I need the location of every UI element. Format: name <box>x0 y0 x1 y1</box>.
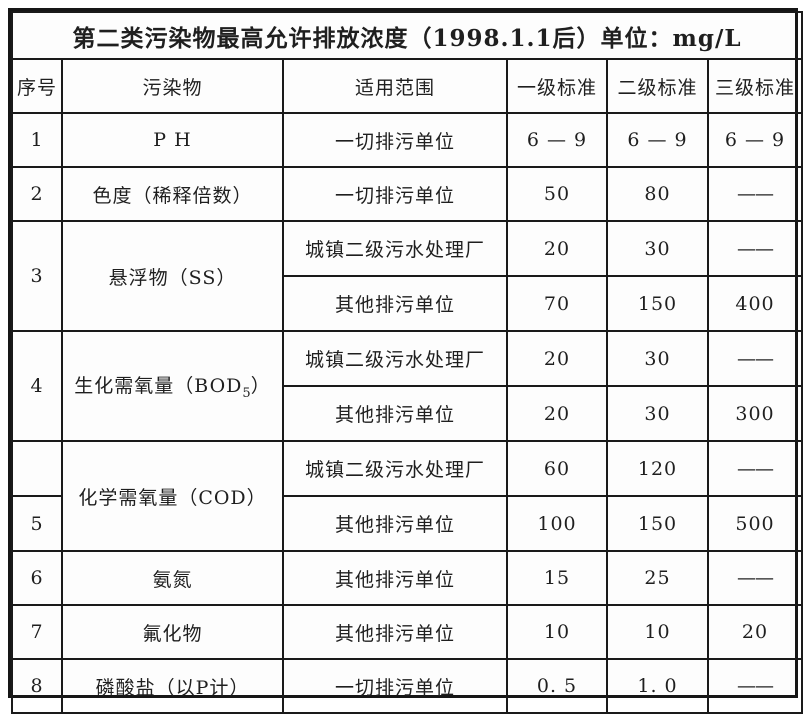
cell-no: 1 <box>11 112 63 168</box>
cell-grade2: 6 — 9 <box>606 112 709 168</box>
cell-grade2: 150 <box>606 495 709 552</box>
cell-grade1: 50 <box>506 166 608 222</box>
cell-grade1: 70 <box>506 275 608 332</box>
cell-grade3: —— <box>706 330 804 387</box>
cell-grade3: —— <box>706 440 804 497</box>
cell-no: 5 <box>11 495 63 552</box>
cell-grade2: 10 <box>606 604 709 660</box>
cell-grade3: —— <box>706 658 804 714</box>
cell-pollutant: 氨氮 <box>61 550 284 606</box>
cell-grade2: 30 <box>606 330 709 387</box>
header-scope: 适用范围 <box>282 58 508 114</box>
cell-no-empty <box>11 440 63 497</box>
header-grade2: 二级标准 <box>606 58 709 114</box>
cell-grade1: 0. 5 <box>506 658 608 714</box>
cell-grade1: 20 <box>506 330 608 387</box>
table-row: 3 悬浮物（SS） 城镇二级污水处理厂 20 30 —— <box>11 220 804 332</box>
cell-grade2: 25 <box>606 550 709 606</box>
cell-grade1: 60 <box>506 440 608 497</box>
cell-grade1: 100 <box>506 495 608 552</box>
cell-scope: 一切排污单位 <box>282 166 508 222</box>
cell-grade1: 20 <box>506 220 608 277</box>
table-row: 2 色度（稀释倍数） 一切排污单位 50 80 —— <box>11 166 804 222</box>
cell-scope: 一切排污单位 <box>282 658 508 714</box>
cell-pollutant: 悬浮物（SS） <box>61 220 284 332</box>
cell-scope: 其他排污单位 <box>282 275 508 332</box>
cell-pollutant: 生化需氧量（BOD5） <box>61 330 284 442</box>
table-row: 8 磷酸盐（以P计） 一切排污单位 0. 5 1. 0 —— <box>11 658 804 714</box>
cell-grade1: 6 — 9 <box>506 112 608 168</box>
cell-grade3: —— <box>706 550 804 606</box>
cell-no: 6 <box>11 550 63 606</box>
cell-grade2: 30 <box>606 220 709 277</box>
cell-pollutant: 色度（稀释倍数） <box>61 166 284 222</box>
table-row: 5 其他排污单位 100 150 500 <box>11 495 804 552</box>
cell-no: 7 <box>11 604 63 660</box>
cell-grade3: 6 — 9 <box>706 112 804 168</box>
cell-no: 2 <box>11 166 63 222</box>
cell-grade3: 20 <box>706 604 804 660</box>
cell-no: 3 <box>11 220 63 332</box>
header-pollutant: 污染物 <box>61 58 284 114</box>
cell-grade3: 300 <box>706 385 804 442</box>
cell-scope: 其他排污单位 <box>282 385 508 442</box>
cell-scope: 城镇二级污水处理厂 <box>282 330 508 387</box>
cell-scope: 一切排污单位 <box>282 112 508 168</box>
table-row: 其他排污单位 20 30 300 <box>12 385 804 442</box>
table-title: 第二类污染物最高允许排放浓度（1998.1.1后）单位：mg/L <box>10 11 804 60</box>
header-no: 序号 <box>11 58 63 114</box>
cell-pollutant: 氟化物 <box>61 604 284 660</box>
cell-grade1: 20 <box>506 385 608 442</box>
cell-grade1: 15 <box>506 550 608 606</box>
cell-scope: 其他排污单位 <box>282 495 508 552</box>
cell-grade2: 120 <box>606 440 709 497</box>
cell-scope: 城镇二级污水处理厂 <box>282 440 508 497</box>
cell-no: 8 <box>11 658 63 714</box>
cell-grade1: 10 <box>506 604 608 660</box>
table-row: 7 氟化物 其他排污单位 10 10 20 <box>11 604 804 660</box>
cell-scope: 城镇二级污水处理厂 <box>282 220 508 277</box>
cell-grade2: 1. 0 <box>606 658 709 714</box>
cell-grade3: 500 <box>706 495 804 552</box>
header-grade1: 一级标准 <box>506 58 608 114</box>
cell-scope: 其他排污单位 <box>282 550 508 606</box>
cell-grade3: —— <box>706 166 804 222</box>
table-row: 6 氨氮 其他排污单位 15 25 —— <box>11 550 804 606</box>
cell-grade3: 400 <box>706 275 804 332</box>
cell-grade2: 80 <box>606 166 709 222</box>
cell-scope: 其他排污单位 <box>282 604 508 660</box>
cell-no: 4 <box>11 330 63 442</box>
cell-pollutant: P H <box>61 112 284 168</box>
cell-grade2: 150 <box>606 275 709 332</box>
table-row: 其他排污单位 70 150 400 <box>12 275 804 332</box>
table-row: 4 生化需氧量（BOD5） 城镇二级污水处理厂 20 30 —— <box>11 330 804 442</box>
table-row: 化学需氧量（COD） 城镇二级污水处理厂 60 120 —— <box>11 440 804 552</box>
cell-pollutant: 化学需氧量（COD） <box>61 440 284 552</box>
pollutant-standards-table: 第二类污染物最高允许排放浓度（1998.1.1后）单位：mg/L 序号 污染物 … <box>10 11 804 714</box>
cell-grade2: 30 <box>606 385 709 442</box>
table-row: 1 P H 一切排污单位 6 — 9 6 — 9 6 — 9 <box>11 112 804 168</box>
cell-pollutant: 磷酸盐（以P计） <box>61 658 284 714</box>
pollutant-standards-sheet: 第二类污染物最高允许排放浓度（1998.1.1后）单位：mg/L 序号 污染物 … <box>8 8 804 714</box>
cell-grade3: —— <box>706 220 804 277</box>
header-grade3: 三级标准 <box>706 58 804 114</box>
